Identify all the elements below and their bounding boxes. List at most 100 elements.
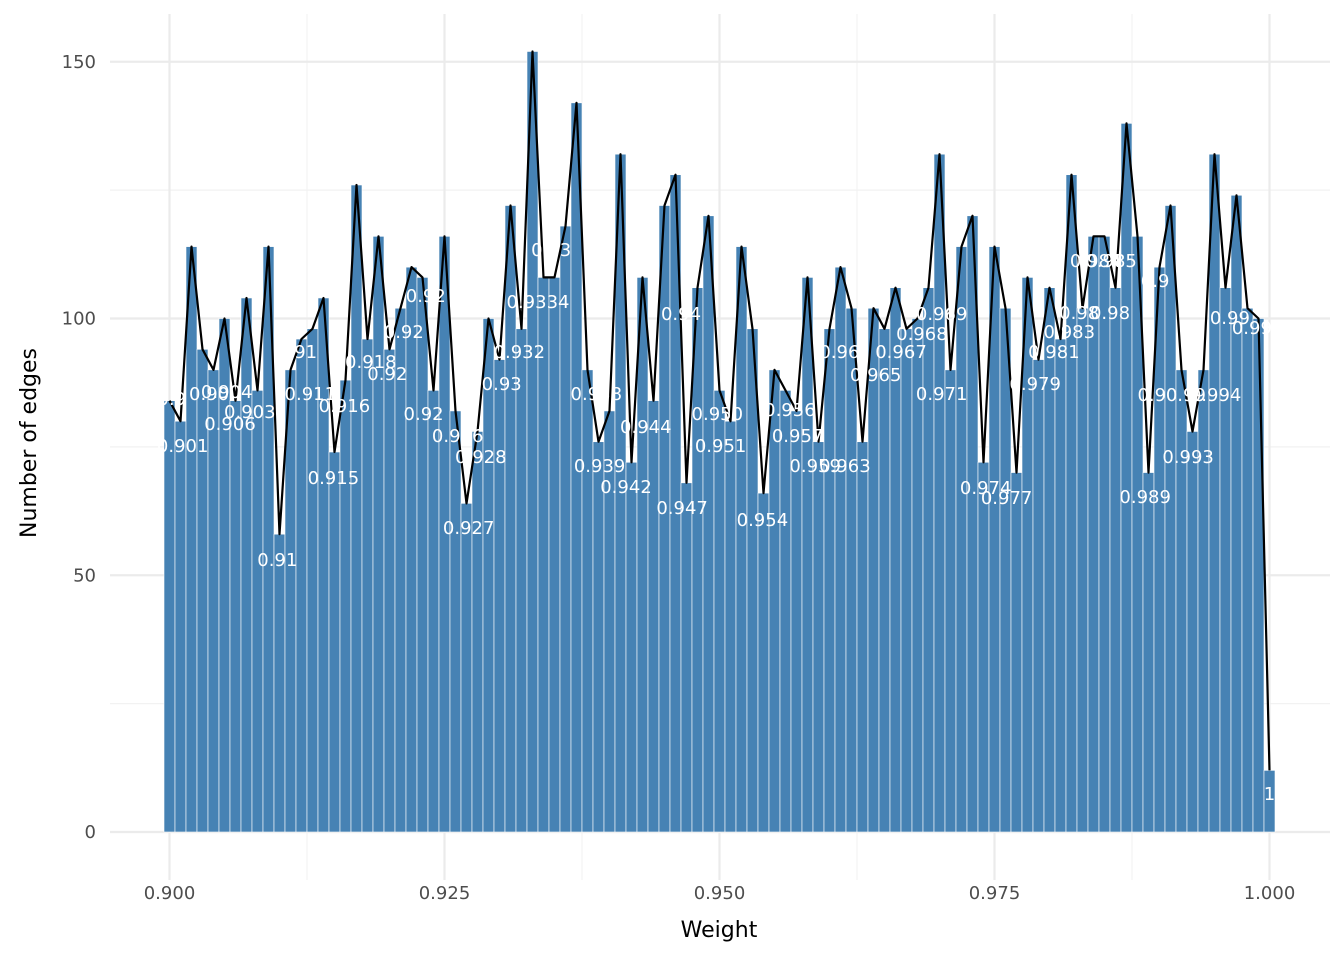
x-tick-label-1: 0.925	[419, 883, 471, 904]
bar-24	[427, 390, 440, 833]
bar-63	[856, 441, 869, 833]
data-label-4: 0.904	[201, 382, 253, 403]
x-axis-ticks: 0.900 0.925 0.950 0.975 1.000	[144, 883, 1296, 904]
data-label-26: 0.942	[600, 477, 652, 498]
data-label-14: 0.92	[384, 322, 424, 343]
bar-8	[251, 390, 264, 833]
bar-86	[1109, 287, 1122, 833]
data-label-13: 0.92	[367, 364, 407, 385]
bar-72	[955, 246, 968, 833]
bar-28	[471, 431, 484, 833]
bar-69	[922, 287, 935, 833]
bar-49	[702, 215, 715, 833]
bar-53	[746, 328, 759, 833]
bar-92	[1175, 369, 1188, 833]
bar-22	[405, 266, 418, 833]
data-label-43: 0.974	[960, 478, 1012, 499]
y-tick-label-3: 150	[62, 52, 96, 73]
data-label-28: 0.94	[661, 304, 701, 325]
data-label-12: 0.918	[345, 352, 397, 373]
bar-23	[416, 277, 429, 833]
bar-77	[1010, 472, 1023, 833]
bar-91	[1164, 205, 1177, 833]
data-label-47: 0.983	[1044, 322, 1096, 343]
bar-2	[185, 246, 198, 833]
y-tick-label-1: 50	[73, 565, 96, 586]
bar-95	[1208, 153, 1221, 833]
data-label-48: 0.98	[1059, 303, 1099, 324]
bar-4	[207, 369, 220, 833]
bar-93	[1186, 431, 1199, 833]
bar-82	[1065, 174, 1078, 833]
data-label-50: 0.984	[1070, 251, 1122, 272]
bar-0	[163, 400, 176, 833]
data-label-44: 0.977	[981, 488, 1033, 509]
bar-20	[383, 349, 396, 833]
data-label-10: 0.916	[319, 396, 371, 417]
bar-70	[933, 153, 946, 833]
bar-87	[1120, 123, 1133, 833]
data-label-17: 0.926	[432, 426, 484, 447]
data-label-8: 0.91	[277, 342, 317, 363]
data-label-16: 0.92	[406, 286, 446, 307]
bar-19	[372, 236, 385, 833]
data-label-5: 0.906	[204, 414, 256, 435]
bar-94	[1197, 369, 1210, 833]
data-label-49: 0.98	[1090, 303, 1130, 324]
bar-1	[174, 420, 187, 833]
data-label-34: 0.957	[772, 426, 824, 447]
data-label-52: 0.989	[1119, 487, 1171, 508]
bar-97	[1230, 194, 1243, 833]
data-label-0: 0.9	[157, 389, 186, 410]
y-axis-ticks: 0 50 100 150	[62, 52, 96, 843]
data-label-38: 0.965	[850, 365, 902, 386]
bar-98	[1241, 307, 1254, 833]
data-label-32: 0.954	[737, 510, 789, 531]
data-label-53: 0.993	[1162, 447, 1214, 468]
bar-99	[1252, 318, 1265, 833]
bar-44	[647, 400, 660, 833]
bar-38	[581, 369, 594, 833]
data-label-7: 0.91	[257, 550, 297, 571]
y-axis-title: Number of edges	[17, 348, 42, 538]
data-label-36: 0.963	[819, 456, 871, 477]
bar-74	[977, 461, 990, 833]
data-label-3: 0.90	[189, 384, 229, 405]
bar-54	[757, 492, 770, 833]
bar-15	[328, 451, 341, 833]
bar-14	[317, 297, 330, 833]
data-label-46: 0.981	[1028, 342, 1080, 363]
data-label-56: 0.99	[1166, 385, 1206, 406]
data-label-58: 0.99	[1210, 308, 1250, 329]
bar-27	[460, 503, 473, 833]
bar-80	[1043, 287, 1056, 833]
data-label-39: 0.967	[875, 342, 927, 363]
bar-83	[1076, 307, 1089, 833]
bar-67	[900, 328, 913, 833]
data-label-31: 0.951	[695, 436, 747, 457]
bar-58	[801, 277, 814, 833]
bar-71	[944, 369, 957, 833]
data-label-29: 0.947	[656, 498, 708, 519]
bar-65	[878, 328, 891, 833]
y-tick-label-0: 0	[85, 822, 96, 843]
data-label-6: 0.903	[224, 402, 276, 423]
data-label-25: 0.939	[574, 456, 626, 477]
data-label-54: 0.9	[1137, 385, 1166, 406]
y-tick-label-2: 100	[62, 309, 96, 330]
bar-89	[1142, 472, 1155, 833]
data-label-45: 0.979	[1009, 374, 1061, 395]
bars	[163, 51, 1276, 833]
data-label-41: 0.969	[916, 304, 968, 325]
data-label-20: 0.93	[482, 374, 522, 395]
data-label-35: 0.959	[789, 456, 841, 477]
x-tick-label-0: 0.900	[144, 883, 196, 904]
bar-62	[845, 307, 858, 833]
data-label-19: 0.927	[443, 518, 495, 539]
bar-21	[394, 307, 407, 833]
data-label-21: 0.932	[494, 342, 546, 363]
x-tick-label-4: 1.000	[1244, 883, 1296, 904]
bar-32	[515, 328, 528, 833]
frequency-line	[168, 50, 1271, 771]
